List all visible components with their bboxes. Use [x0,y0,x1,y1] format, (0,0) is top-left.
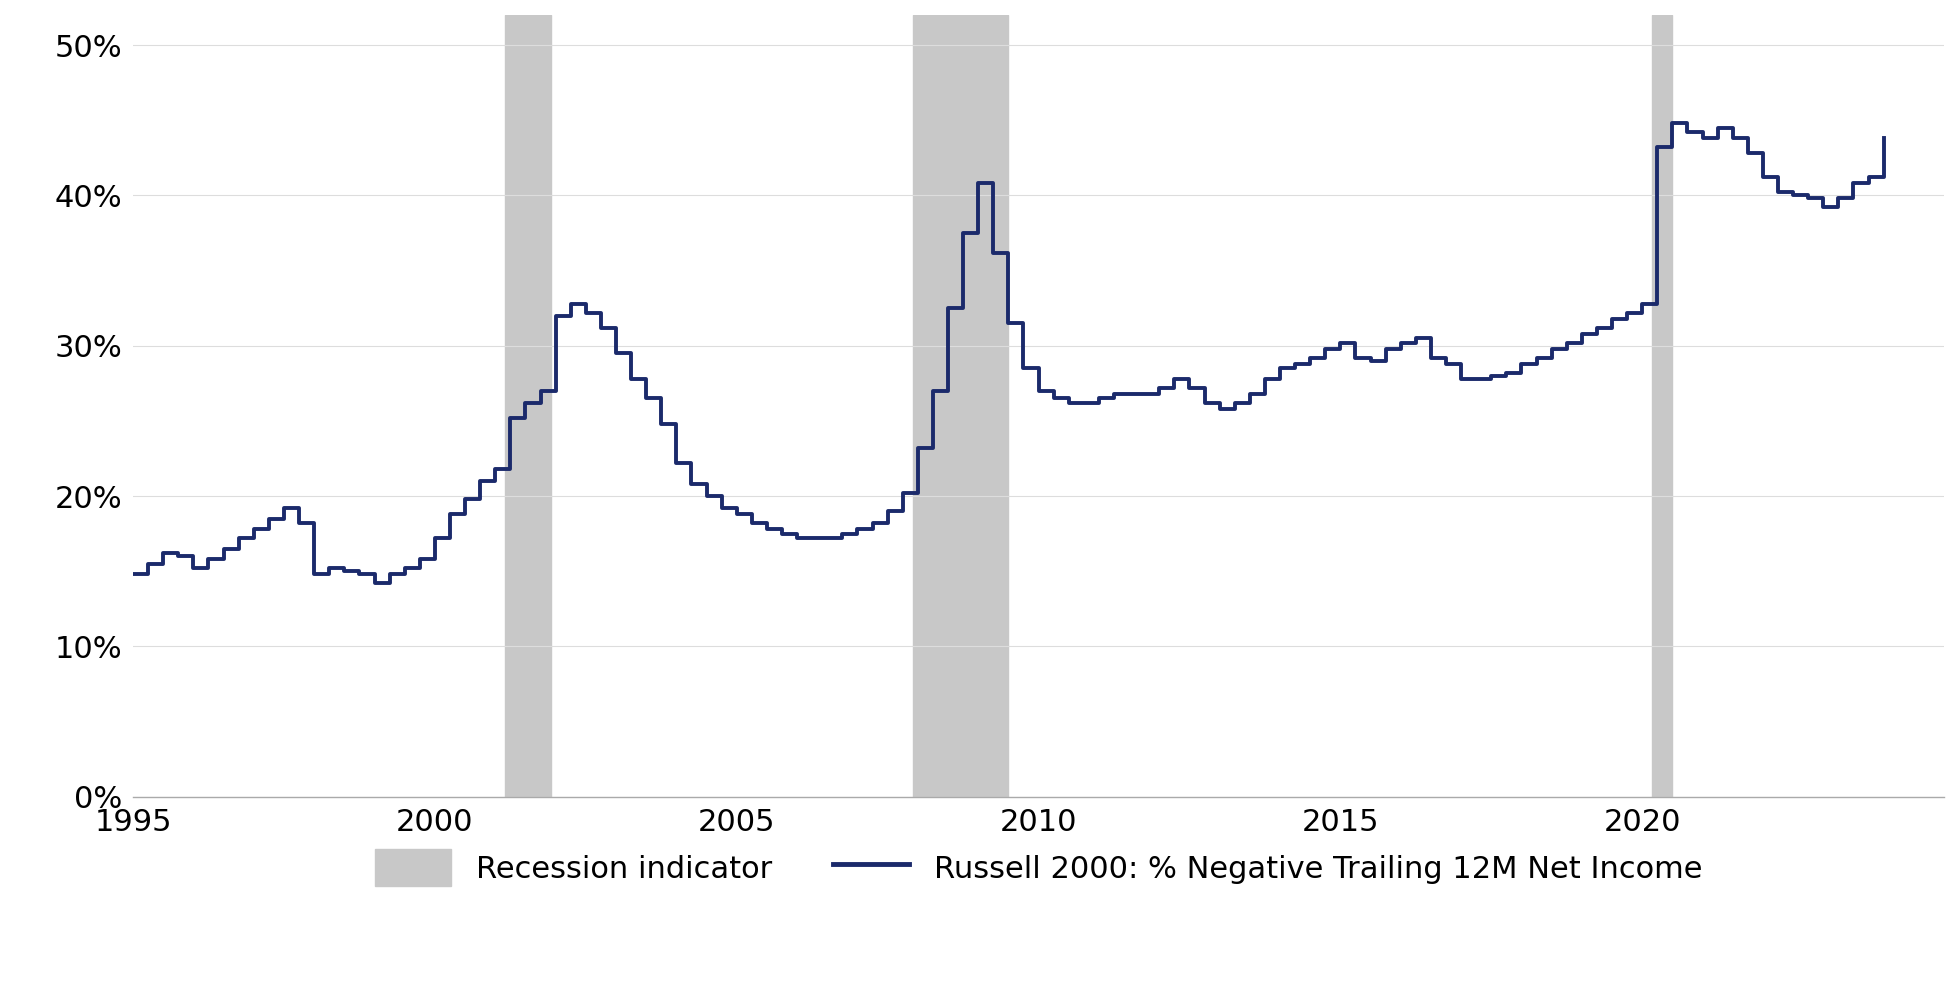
Bar [913,15,1009,797]
Bar [1653,15,1673,797]
Legend: Recession indicator, Russell 2000: % Negative Trailing 12M Net Income: Recession indicator, Russell 2000: % Neg… [362,837,1714,899]
Bar [505,15,550,797]
